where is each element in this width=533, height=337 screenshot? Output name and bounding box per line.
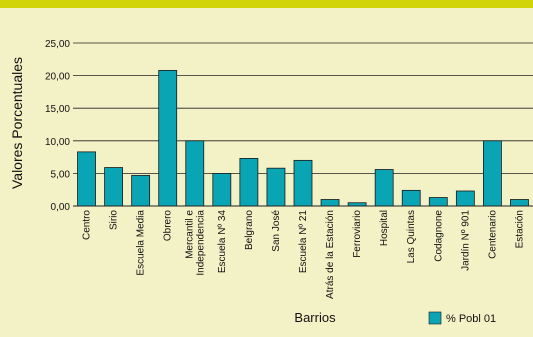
y-axis-label: Valores Porcentuales (9, 57, 25, 189)
bar (320, 199, 340, 207)
x-tick-label: Independencia (195, 210, 206, 276)
y-tick-label: 10,00 (45, 137, 70, 148)
bar (374, 169, 394, 207)
x-tick-label: Codagnone (433, 210, 444, 262)
x-tick-label: Escuela Media (136, 210, 147, 276)
bar (401, 189, 421, 207)
x-tick-label: San José (271, 210, 282, 252)
x-tick-label: Jardín Nº 901 (460, 210, 471, 271)
bar (104, 167, 123, 207)
bar (131, 174, 151, 207)
bar (293, 159, 313, 207)
bar (510, 199, 529, 207)
bars (77, 69, 529, 207)
y-tick-label: 5,00 (51, 169, 71, 180)
bar (239, 158, 259, 207)
x-tick-label: Obrero (163, 210, 174, 242)
bar (185, 140, 205, 207)
bar (266, 167, 286, 207)
legend-label: % Pobl 01 (446, 313, 496, 325)
x-tick-label: Ferroviario (352, 210, 363, 258)
y-tick-labels: 0,00 5,00 10,00 15,00 20,00 25,00 (45, 39, 70, 213)
x-axis-label: Barrios (294, 310, 336, 325)
x-tick-label: Escuela Nº 21 (298, 210, 309, 274)
x-tick-label: Estación (514, 210, 525, 248)
y-tick-label: 0,00 (51, 202, 71, 213)
x-tick-labels: Centro Sirio Escuela Media Obrero Mercantil … (82, 210, 526, 299)
bar (428, 197, 448, 207)
x-tick-label: Sirio (109, 210, 120, 230)
grid-lines (73, 42, 533, 174)
x-tick-label: Hospital (379, 210, 390, 246)
bar (212, 172, 232, 207)
y-tick-label: 25,00 (45, 39, 70, 50)
bar (455, 190, 475, 207)
x-tick-label: Belgrano (244, 210, 255, 250)
bar (158, 69, 178, 207)
legend: % Pobl 01 (428, 311, 496, 325)
x-tick-label: Mercantil e (184, 210, 195, 259)
x-tick-label: Escuela Nº 34 (217, 210, 228, 274)
legend-swatch (428, 311, 442, 325)
x-tick-label: Centro (82, 210, 93, 240)
x-tick-label: Centenario (487, 210, 498, 259)
x-tick-label: Las Quintas (406, 210, 417, 263)
bar (77, 151, 96, 207)
y-tick-label: 15,00 (45, 104, 70, 115)
top-accent-bar (0, 0, 533, 8)
bar (483, 140, 502, 207)
y-tick-label: 20,00 (45, 72, 70, 83)
x-tick-label: Atrás de la Estación (325, 210, 336, 299)
